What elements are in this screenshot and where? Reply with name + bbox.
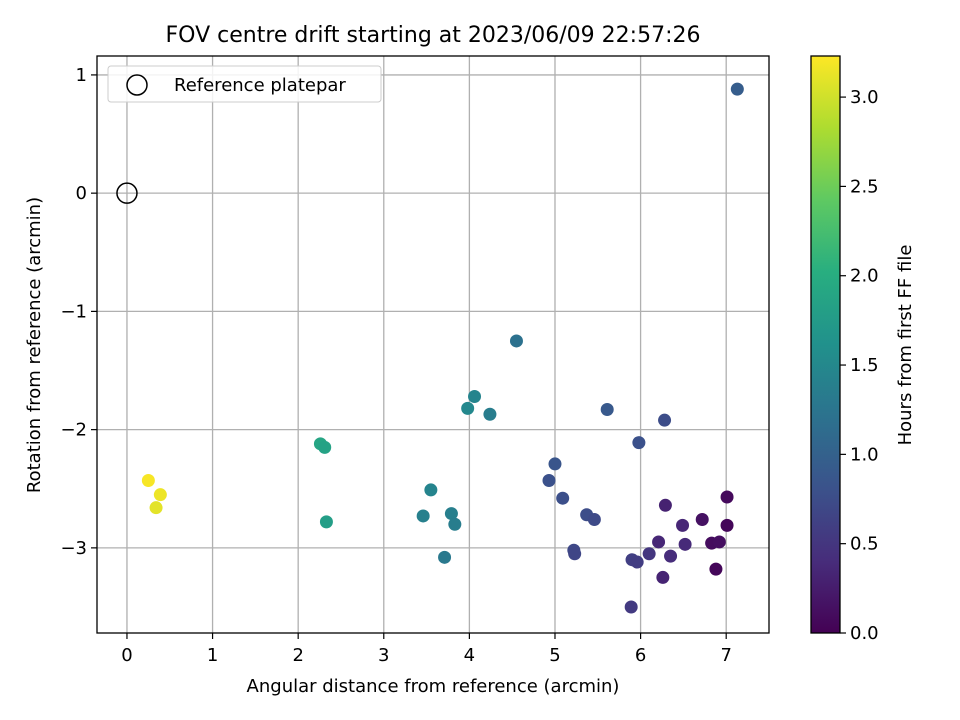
colorbar-gradient [810,55,841,634]
y-axis-label: Rotation from reference (arcmin) [24,197,45,493]
plot-frame [96,55,770,634]
data-point [642,547,656,561]
chart-title: FOV centre drift starting at 2023/06/09 … [166,23,701,48]
data-point [587,512,601,526]
x-tick-label: 7 [720,645,731,666]
data-point [153,488,167,502]
legend-marker [126,74,148,96]
data-point [664,549,678,563]
y-tick-label: −3 [60,538,87,559]
colorbar-tick-label: 0.5 [850,534,879,555]
colorbar-label: Hours from first FF file [895,245,916,446]
y-tick-label: 0 [76,183,87,204]
colorbar-tick-label: 3.0 [850,87,879,108]
reference-platepar-marker [116,182,138,204]
x-tick-label: 1 [207,645,218,666]
data-point [468,390,482,404]
data-point [319,515,333,529]
data-point [444,507,458,521]
data-point [678,537,692,551]
data-point [624,600,638,614]
x-tick-label: 3 [378,645,389,666]
data-point [556,491,570,505]
data-point [709,562,723,576]
y-axis-ticks: 1 0 −1 −2 −3 [60,65,97,559]
data-points [141,82,744,614]
x-axis-label: Angular distance from reference (arcmin) [247,676,620,697]
colorbar-ticks: 0.0 0.5 1.0 1.5 2.0 2.5 3.0 [840,87,879,644]
y-tick-label: −2 [60,420,87,441]
data-point [318,440,332,454]
colorbar-tick-label: 2.5 [850,176,879,197]
data-point [712,535,726,549]
data-point [676,518,690,532]
data-point [720,490,734,504]
data-point [424,483,438,497]
data-point [632,436,646,450]
data-point [656,570,670,584]
data-point [141,473,155,487]
colorbar-tick-label: 1.5 [850,355,879,376]
x-tick-label: 2 [292,645,303,666]
data-point [568,547,582,561]
legend-box [107,65,382,103]
colorbar-tick-label: 1.0 [850,444,879,465]
colorbar: 0.0 0.5 1.0 1.5 2.0 2.5 3.0 Hours from first F… [810,55,916,644]
data-point [416,509,430,523]
x-tick-label: 4 [464,645,475,666]
data-point [542,473,556,487]
data-point [461,401,475,415]
data-point [438,550,452,564]
colorbar-tick-label: 2.0 [850,266,879,287]
data-point [658,413,672,427]
x-axis-ticks: 0 1 2 3 4 5 6 7 [121,633,732,666]
legend-label: Reference platepar [174,75,346,96]
data-point [695,512,709,526]
y-tick-label: 1 [76,65,87,86]
data-point [509,334,523,348]
data-point [630,555,644,569]
x-tick-label: 5 [549,645,560,666]
data-point [149,501,163,515]
reference-marker [116,182,138,204]
data-point [720,518,734,532]
grid [97,56,769,633]
data-point [483,407,497,421]
data-point [652,535,666,549]
y-tick-label: −1 [60,301,87,322]
data-point [730,82,744,96]
x-tick-label: 6 [635,645,646,666]
legend: Reference platepar [107,65,382,103]
colorbar-tick-label: 0.0 [850,623,879,644]
data-point [548,457,562,471]
x-tick-label: 0 [121,645,132,666]
data-point [600,403,614,417]
data-point [448,517,462,531]
data-point [658,498,672,512]
